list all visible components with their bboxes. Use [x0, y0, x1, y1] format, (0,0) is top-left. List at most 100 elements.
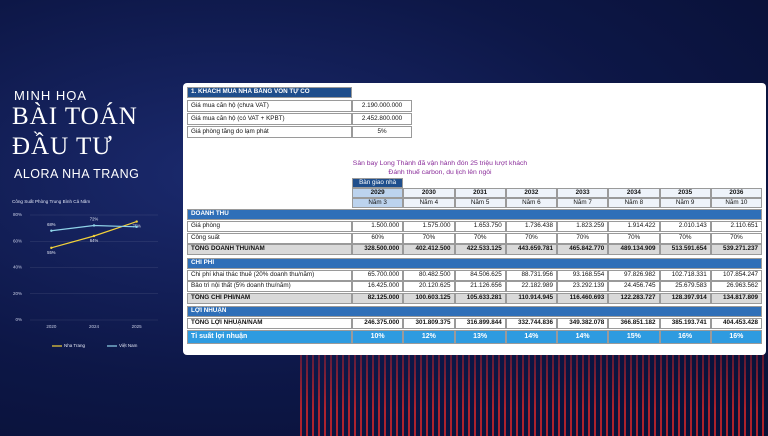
row-value: 316.899.844	[454, 318, 506, 329]
row-value: 443.659.781	[505, 244, 557, 255]
row-label: Chi phí khai thác thuê (20% doanh thu/nă…	[187, 269, 352, 281]
title-line: ĐẦU TƯ	[12, 133, 113, 160]
row-value: 2.110.651	[710, 221, 762, 232]
row-value: 404.453.428	[710, 318, 762, 329]
row-label: Bảo trì nội thất (5% doanh thu/năm)	[187, 281, 352, 292]
year-header: 2029	[352, 188, 404, 198]
point	[135, 225, 138, 229]
row-label: Tỉ suất lợi nhuận	[187, 329, 352, 344]
row-value: 70%	[454, 232, 506, 244]
x-tick-label: 2025	[132, 324, 143, 329]
row-value: 70%	[608, 232, 660, 244]
row-value: 70%	[710, 232, 762, 244]
legend-label: Nha Trang	[64, 343, 86, 348]
year-header: 2031	[454, 188, 506, 198]
row-value: 328.500.000	[352, 244, 404, 255]
chart-title: Công Suất Phòng Trung Bình Cả Năm	[12, 199, 90, 204]
row-value: 24.456.745	[608, 281, 660, 292]
row-value: 21.126.656	[454, 281, 506, 292]
y-tick-label: 80%	[13, 212, 22, 217]
title-line: MINH HỌA	[14, 88, 87, 103]
data-label: 64%	[90, 238, 99, 243]
row-value: 70%	[659, 232, 711, 244]
row-value: 366.851.182	[608, 318, 660, 329]
row-value: 82.125.000	[352, 292, 404, 304]
row-label: TỔNG CHI PHÍ/NĂM	[187, 292, 352, 304]
legend-label: Việt Nam	[119, 343, 138, 348]
period-header: Năm 5	[454, 198, 506, 208]
point	[50, 246, 53, 250]
row-value: 100.603.125	[403, 292, 455, 304]
chart: Công Suất Phòng Trung Bình Cả Năm 0% 20% 4…	[12, 199, 158, 348]
row-value: 84.506.625	[454, 269, 506, 281]
y-tick-label: 20%	[13, 291, 22, 296]
row-value: 122.283.727	[608, 292, 660, 304]
row-value: 15%	[608, 329, 660, 344]
section-title: 1. KHÁCH MUA NHÀ BẰNG VỐN TỰ CÓ	[187, 87, 352, 98]
data-label: 55%	[47, 250, 56, 255]
row-value: 385.193.741	[659, 318, 711, 329]
row-label: Giá mua căn hộ (chưa VAT)	[187, 100, 352, 112]
data-label: 68%	[47, 222, 56, 227]
title-line: ALORA NHA TRANG	[14, 167, 140, 181]
row-value: 70%	[557, 232, 609, 244]
y-tick-label: 40%	[13, 265, 22, 270]
row-value: 16%	[659, 329, 711, 344]
year-header: 2035	[659, 188, 711, 198]
row-value: 105.633.281	[454, 292, 506, 304]
note: Sân bay Long Thành đã vận hành đón 25 tr…	[352, 160, 528, 167]
x-tick-label: 2020	[46, 324, 57, 329]
year-header: 2033	[557, 188, 609, 198]
row-value: 10%	[352, 329, 404, 344]
row-value: 70%	[505, 232, 557, 244]
row-value: 16%	[710, 329, 762, 344]
period-header: Năm 7	[557, 198, 609, 208]
row-value: 1.823.259	[557, 221, 609, 232]
year-header: 2030	[403, 188, 455, 198]
row-value: 16.425.000	[352, 281, 404, 292]
row-value: 116.460.693	[557, 292, 609, 304]
row-value: 2.452.800.000	[352, 113, 412, 125]
row-value: 2.190.000.000	[352, 100, 412, 112]
row-value: 23.292.139	[557, 281, 609, 292]
point	[50, 229, 53, 232]
row-value: 26.963.562	[710, 281, 762, 292]
row-value: 110.914.945	[505, 292, 557, 304]
row-value: 1.914.422	[608, 221, 660, 232]
row-value: 128.397.914	[659, 292, 711, 304]
section-header: LỢI NHUẬN	[187, 306, 762, 317]
period-header: Năm 4	[403, 198, 455, 208]
row-value: 349.382.078	[557, 318, 609, 329]
row-label: Công suất	[187, 232, 352, 244]
row-label: TỔNG LỢI NHUẬN/NĂM	[187, 318, 352, 329]
row-label: Giá mua căn hộ (có VAT + KPBT)	[187, 113, 352, 125]
row-value: 14%	[557, 329, 609, 344]
handover-label: Bàn giao nhà	[352, 178, 404, 188]
year-header: 2034	[608, 188, 660, 198]
row-value: 1.653.750	[454, 221, 506, 232]
row-value: 465.842.770	[557, 244, 609, 255]
x-tick-label: 2024	[89, 324, 100, 329]
period-header: Năm 9	[659, 198, 711, 208]
period-header: Năm 10	[710, 198, 762, 208]
point	[135, 220, 138, 223]
row-value: 246.375.000	[352, 318, 404, 329]
title-line: BÀI TOÁN	[12, 103, 138, 130]
note: Đánh thuế carbon, du lịch lên ngôi	[388, 168, 492, 176]
row-value: 402.412.500	[403, 244, 455, 255]
row-value: 422.533.125	[454, 244, 506, 255]
row-value: 1.575.000	[403, 221, 455, 232]
row-value: 513.591.654	[659, 244, 711, 255]
row-value: 301.809.375	[403, 318, 455, 329]
row-value: 1.736.438	[505, 221, 557, 232]
row-value: 2.010.143	[659, 221, 711, 232]
row-value: 80.482.500	[403, 269, 455, 281]
row-value: 107.854.247	[710, 269, 762, 281]
row-value: 97.826.982	[608, 269, 660, 281]
row-value: 134.817.809	[710, 292, 762, 304]
row-value: 13%	[454, 329, 506, 344]
row-label: Giá phòng tăng do lạm phát	[187, 126, 352, 138]
row-value: 332.744.836	[505, 318, 557, 329]
row-value: 70%	[403, 232, 455, 244]
